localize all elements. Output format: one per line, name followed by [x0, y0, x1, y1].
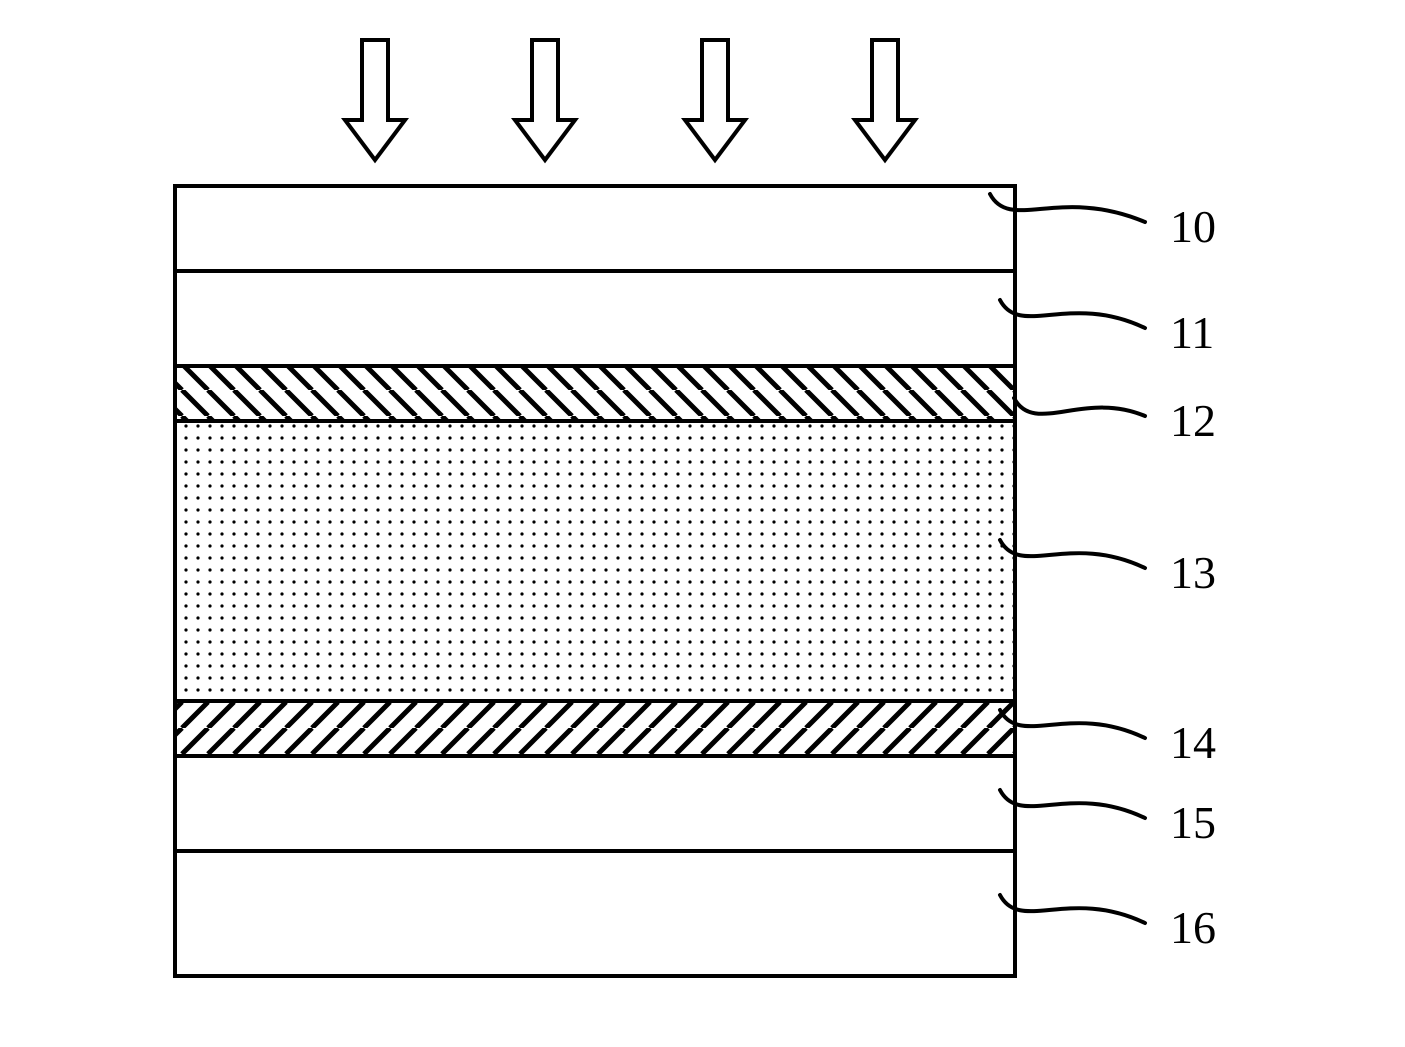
- layer-15: [175, 756, 1015, 851]
- input-arrow-2: [515, 40, 575, 160]
- layer-11: [175, 271, 1015, 366]
- layer-12: [175, 366, 1015, 421]
- diagram-svg: [0, 0, 1405, 1047]
- layer-13: [175, 421, 1015, 701]
- input-arrow-3: [685, 40, 745, 160]
- layer-label-14: 14: [1170, 716, 1216, 769]
- leader-15: [1000, 790, 1145, 818]
- layer-label-11: 11: [1170, 306, 1214, 359]
- input-arrow-4: [855, 40, 915, 160]
- layer-label-12: 12: [1170, 394, 1216, 447]
- layer-14: [175, 701, 1015, 756]
- layer-label-10: 10: [1170, 200, 1216, 253]
- layer-label-15: 15: [1170, 796, 1216, 849]
- layer-10: [175, 186, 1015, 271]
- diagram-canvas: 10 11 12 13 14 15 16: [0, 0, 1405, 1047]
- leader-16: [1000, 895, 1145, 923]
- leader-11: [1000, 300, 1145, 328]
- leader-12: [1014, 398, 1145, 416]
- leader-13: [1000, 540, 1145, 568]
- leader-14: [1000, 710, 1145, 738]
- layer-16: [175, 851, 1015, 976]
- layer-label-13: 13: [1170, 546, 1216, 599]
- layer-label-16: 16: [1170, 901, 1216, 954]
- input-arrow-1: [345, 40, 405, 160]
